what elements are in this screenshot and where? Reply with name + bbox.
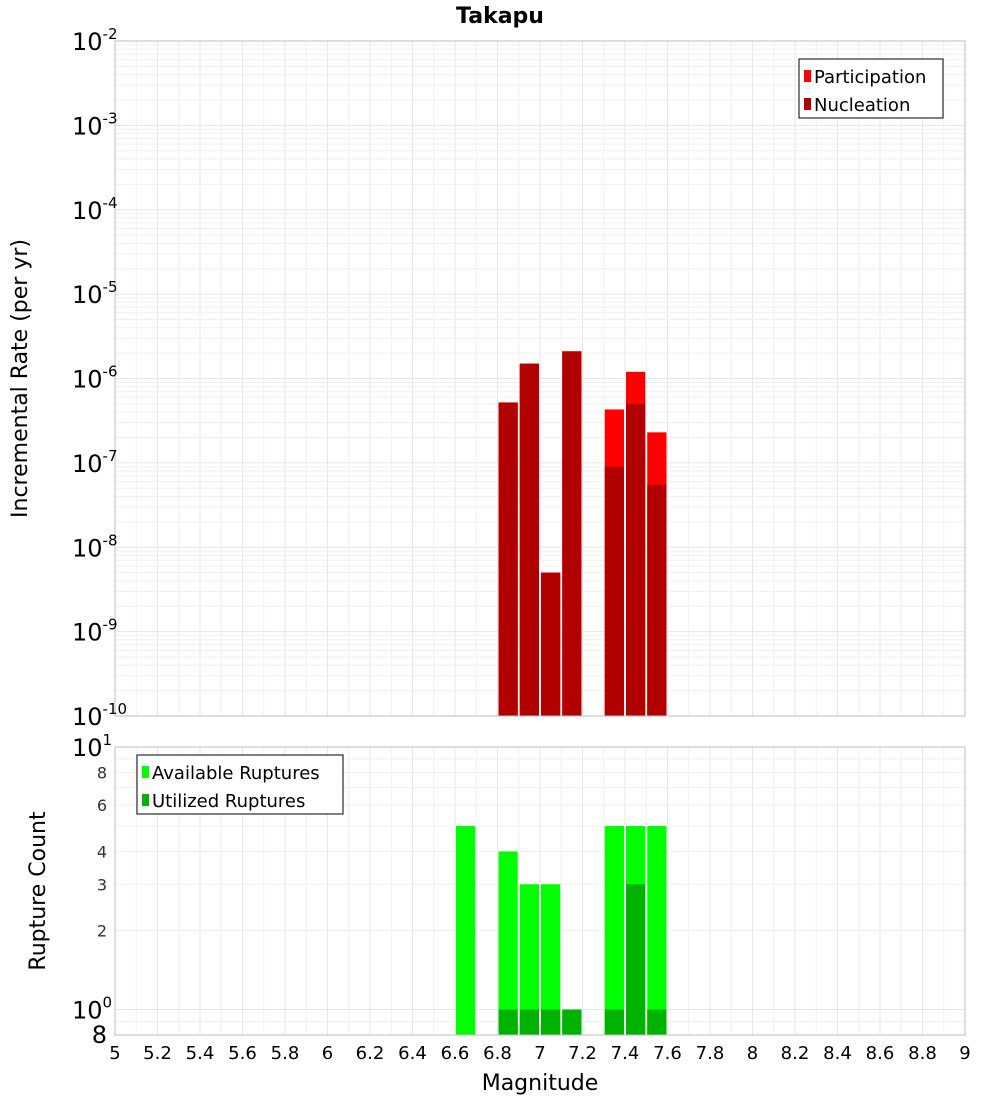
x-tick-label: 5.6 — [228, 1043, 257, 1064]
x-tick-label: 8.8 — [908, 1043, 937, 1064]
rate-y-tick-label: 10-9 — [72, 616, 118, 647]
rate-y-tick-label: 10-3 — [72, 109, 118, 140]
rate-legend-swatch — [804, 70, 811, 82]
x-tick-label: 8.2 — [781, 1043, 810, 1064]
x-tick-label: 7.6 — [653, 1043, 682, 1064]
rate-y-tick-label: 10-4 — [72, 194, 118, 225]
x-tick-label: 6 — [322, 1043, 333, 1064]
count-y-tick-label: 6 — [97, 796, 107, 815]
x-tick-label: 5 — [109, 1043, 120, 1064]
x-tick-label: 6.6 — [441, 1043, 470, 1064]
count-legend-label: Utilized Ruptures — [152, 791, 305, 812]
x-tick-label: 7.2 — [568, 1043, 597, 1064]
rate-bar-nucleation — [562, 351, 582, 716]
x-tick-label: 6.4 — [398, 1043, 427, 1064]
rate-bar-nucleation — [519, 363, 539, 716]
count-bar-available-ruptures — [519, 884, 539, 1035]
rate-plot-frame — [114, 40, 966, 717]
rupture-count-plot: Available Ruptures Utilized Ruptures 2 3 4 6 8… — [26, 731, 971, 1096]
count-legend-box — [136, 754, 344, 815]
rate-bar-nucleation — [604, 466, 624, 716]
x-tick-label: 9 — [959, 1043, 970, 1064]
count-bar-utilized-ruptures — [647, 1009, 667, 1035]
rate-y-tick-label: 10-6 — [72, 363, 118, 394]
count-bar-available-ruptures — [498, 851, 518, 1035]
count-legend-swatch — [142, 766, 149, 778]
count-plot-frame — [114, 746, 966, 1036]
rate-bar-nucleation — [498, 402, 518, 716]
count-legend-swatch — [142, 794, 149, 806]
count-bar-utilized-ruptures — [626, 884, 646, 1035]
rate-y-tick-label: 10-7 — [72, 447, 118, 478]
count-bar-utilized-ruptures — [562, 1009, 582, 1035]
x-tick-label: 5.8 — [271, 1043, 300, 1064]
count-legend-label: Available Ruptures — [152, 763, 320, 784]
rate-y-tick-label: 10-5 — [72, 278, 118, 309]
rate-bar-nucleation — [647, 484, 667, 716]
rate-legend-box — [798, 58, 944, 119]
x-axis-title: Magnitude — [482, 1071, 599, 1096]
count-bar-available-ruptures — [647, 826, 667, 1035]
rate-plot: Participation Nucleation 10-10 10-9 10-8 10-7… — [8, 25, 966, 731]
x-tick-label: 6.8 — [483, 1043, 512, 1064]
x-tick-label: 5.2 — [143, 1043, 172, 1064]
count-y-tick-label: 8 — [97, 763, 107, 782]
count-y-axis-title: Rupture Count — [26, 811, 51, 971]
x-tick-label: 5.4 — [186, 1043, 215, 1064]
count-bar-utilized-ruptures — [604, 1009, 624, 1035]
count-y-tick-label: 4 — [97, 842, 107, 861]
rate-y-axis-title: Incremental Rate (per yr) — [8, 239, 33, 518]
count-bar-utilized-ruptures — [541, 1009, 561, 1035]
rate-y-tick-label: 10-10 — [72, 700, 127, 731]
rate-y-tick-label: 10-8 — [72, 531, 118, 562]
x-tick-label: 7.4 — [611, 1043, 640, 1064]
count-bar-available-ruptures — [456, 826, 476, 1035]
rate-bar-nucleation — [541, 572, 561, 716]
x-tick-label: 7.8 — [696, 1043, 725, 1064]
rate-y-tick-label: 10-2 — [72, 25, 118, 56]
chart-title: Takapu — [456, 4, 544, 29]
x-tick-label: 6.2 — [356, 1043, 385, 1064]
rate-legend-label: Participation — [814, 67, 926, 88]
rate-legend-label: Nucleation — [814, 95, 910, 116]
x-tick-label: 8.6 — [866, 1043, 895, 1064]
count-y-tick-label: 2 — [97, 922, 107, 941]
rate-legend-swatch — [804, 98, 811, 110]
count-y-tick-label: 3 — [97, 875, 107, 894]
count-bar-available-ruptures — [541, 884, 561, 1035]
x-tick-label: 8 — [747, 1043, 758, 1064]
x-tick-label: 8.4 — [823, 1043, 852, 1064]
count-bar-utilized-ruptures — [519, 1009, 539, 1035]
count-bar-utilized-ruptures — [498, 1009, 518, 1035]
x-tick-label: 7 — [534, 1043, 545, 1064]
count-y-tick-label-major: 101 — [72, 731, 112, 762]
count-y-tick-label-major: 100 — [72, 994, 112, 1025]
rate-bar-nucleation — [626, 403, 646, 716]
count-y-tick-label-bottom: 8 — [92, 1021, 107, 1049]
count-bar-available-ruptures — [604, 826, 624, 1035]
